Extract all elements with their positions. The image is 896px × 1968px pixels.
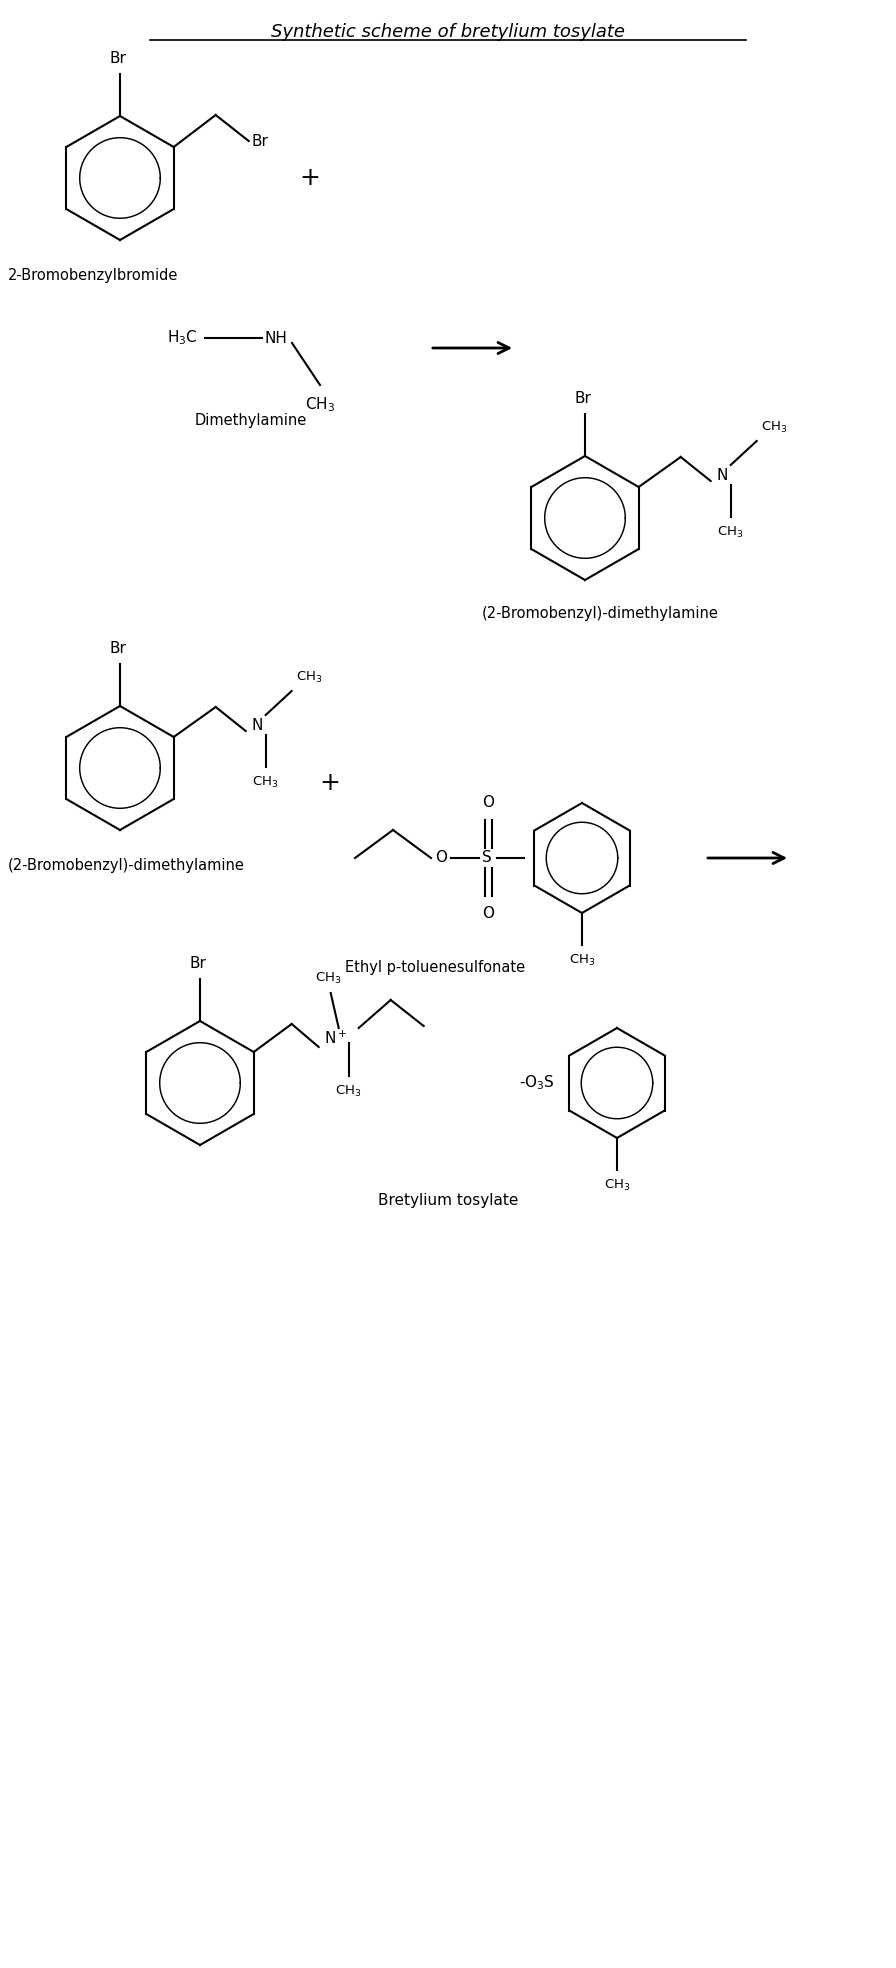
- Text: CH$_3$: CH$_3$: [604, 1179, 630, 1193]
- Text: CH$_3$: CH$_3$: [335, 1084, 362, 1098]
- Text: +: +: [299, 165, 321, 191]
- Text: O: O: [482, 795, 494, 811]
- Text: N: N: [717, 468, 728, 482]
- Text: H$_3$C: H$_3$C: [168, 329, 198, 346]
- Text: CH$_3$: CH$_3$: [761, 419, 788, 435]
- Text: CH$_3$: CH$_3$: [315, 970, 342, 986]
- Text: (2-Bromobenzyl)-dimethylamine: (2-Bromobenzyl)-dimethylamine: [482, 606, 719, 622]
- Text: (2-Bromobenzyl)-dimethylamine: (2-Bromobenzyl)-dimethylamine: [8, 858, 245, 874]
- Text: Br: Br: [252, 134, 269, 148]
- Text: O: O: [482, 905, 494, 921]
- Text: +: +: [320, 771, 340, 795]
- Text: 2-Bromobenzylbromide: 2-Bromobenzylbromide: [8, 268, 178, 283]
- Text: CH$_3$: CH$_3$: [253, 775, 279, 789]
- Text: Br: Br: [574, 392, 591, 405]
- Text: Bretylium tosylate: Bretylium tosylate: [378, 1193, 518, 1208]
- Text: Br: Br: [109, 51, 126, 67]
- Text: O: O: [435, 850, 447, 864]
- Text: Synthetic scheme of bretylium tosylate: Synthetic scheme of bretylium tosylate: [271, 24, 625, 41]
- Text: Dimethylamine: Dimethylamine: [195, 413, 307, 427]
- Text: -O$_3$S: -O$_3$S: [519, 1075, 555, 1092]
- Text: CH$_3$: CH$_3$: [718, 525, 744, 539]
- Text: CH$_3$: CH$_3$: [305, 396, 335, 413]
- Text: Br: Br: [190, 956, 206, 970]
- Text: N$^+$: N$^+$: [323, 1029, 347, 1047]
- Text: Ethyl p-toluenesulfonate: Ethyl p-toluenesulfonate: [345, 960, 525, 974]
- Text: CH$_3$: CH$_3$: [569, 953, 595, 968]
- Text: NH: NH: [265, 331, 288, 346]
- Text: N: N: [252, 718, 263, 732]
- Text: CH$_3$: CH$_3$: [296, 669, 323, 685]
- Text: Br: Br: [109, 642, 126, 655]
- Text: S: S: [482, 850, 492, 866]
